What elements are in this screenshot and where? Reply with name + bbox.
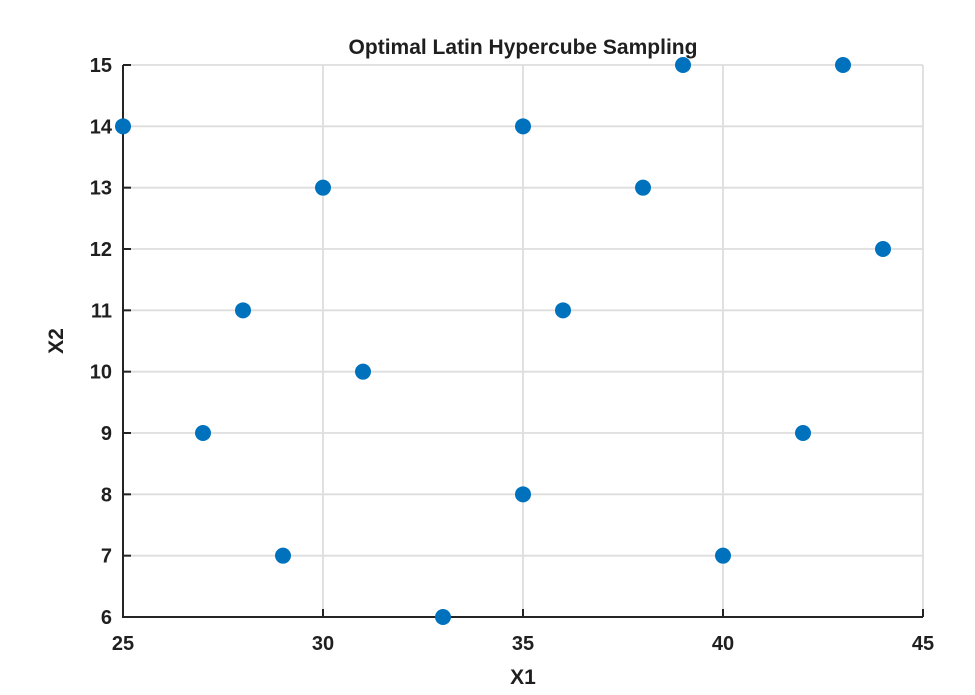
x-tick-label: 40 (712, 633, 734, 655)
data-points-layer (115, 57, 891, 625)
y-axis-label: X2 (45, 328, 68, 354)
data-point (555, 302, 571, 319)
data-point (515, 486, 531, 503)
data-point (195, 425, 211, 441)
data-point (795, 425, 811, 441)
y-tick-label: 14 (90, 116, 113, 138)
x-tick-label: 35 (512, 633, 534, 655)
data-point (515, 118, 531, 135)
x-tick-label: 45 (912, 633, 934, 655)
grid-layer (123, 64, 924, 617)
data-point (635, 179, 651, 196)
x-tick-label: 30 (312, 633, 334, 655)
y-tick-label: 11 (91, 300, 112, 322)
tick-label-layer: 25 30 35 40 45 6 7 8 9 10 11 12 13 14 15 (90, 55, 934, 655)
chart-title: Optimal Latin Hypercube Sampling (349, 36, 698, 59)
y-tick-label: 13 (90, 178, 112, 200)
y-tick-label: 7 (101, 546, 112, 568)
y-tick-label: 9 (101, 423, 112, 445)
data-point (715, 547, 731, 564)
data-point (675, 57, 691, 73)
y-tick-label: 10 (90, 362, 112, 384)
y-tick-label: 8 (101, 484, 112, 506)
data-point (315, 179, 331, 196)
data-point (275, 547, 291, 564)
data-point (235, 302, 251, 319)
data-point (355, 363, 371, 380)
data-point (875, 241, 891, 257)
y-tick-label: 6 (101, 607, 112, 629)
x-axis-label: X1 (510, 666, 536, 689)
x-tick-label: 25 (112, 633, 134, 655)
data-point (435, 609, 451, 625)
data-point (835, 57, 851, 73)
y-tick-label: 15 (90, 55, 112, 77)
y-tick-label: 12 (90, 239, 112, 261)
axes-layer (122, 64, 924, 618)
data-point (115, 118, 131, 135)
